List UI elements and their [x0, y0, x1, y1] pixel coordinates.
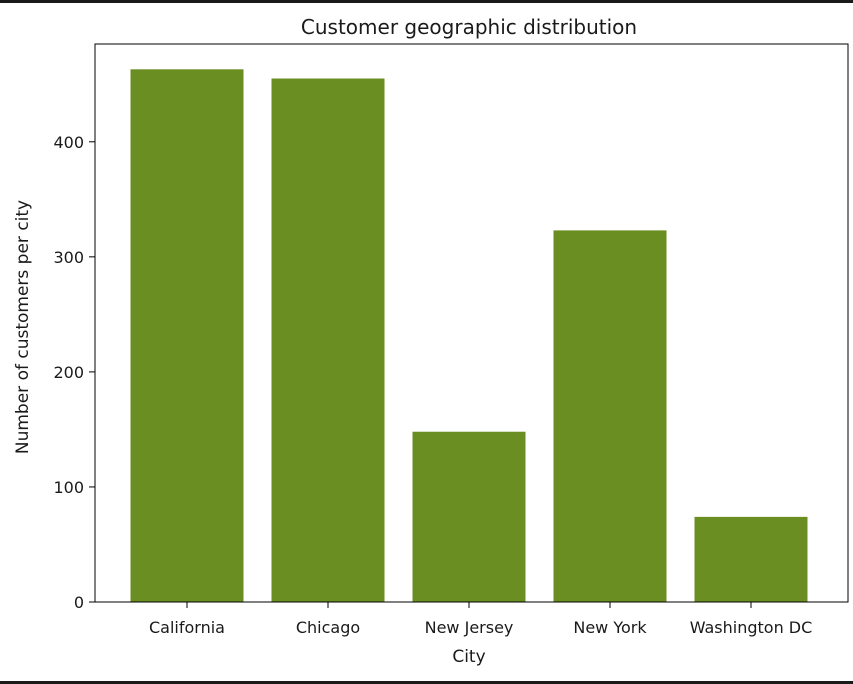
y-tick-label: 0: [74, 593, 84, 612]
x-axis-label: City: [452, 647, 485, 667]
x-tick-label: California: [149, 618, 225, 637]
y-tick-label: 200: [53, 363, 84, 382]
y-axis: 0 100 200 300 400: [53, 133, 95, 612]
bar-washington-dc: [694, 516, 808, 602]
bar-new-york: [553, 230, 667, 603]
y-tick-label: 100: [53, 478, 84, 497]
plot-area-frame: [94, 43, 849, 603]
bar-new-jersey: [412, 431, 526, 602]
x-tick-label: Chicago: [296, 618, 360, 637]
x-tick-label: Washington DC: [690, 618, 813, 637]
bar-chicago: [271, 78, 385, 603]
bars-group: [130, 69, 808, 603]
x-tick-label: New York: [573, 618, 647, 637]
x-tick-label: New Jersey: [425, 618, 514, 637]
y-tick-label: 300: [53, 248, 84, 267]
bar-california: [130, 69, 244, 602]
y-tick-label: 400: [53, 133, 84, 152]
y-axis-label: Number of customers per city: [13, 200, 33, 454]
x-axis: California Chicago New Jersey New York Washi…: [149, 602, 812, 637]
chart-title: Customer geographic distribution: [301, 15, 637, 39]
bar-chart: Customer geographic distribution City Nu…: [13, 15, 849, 667]
